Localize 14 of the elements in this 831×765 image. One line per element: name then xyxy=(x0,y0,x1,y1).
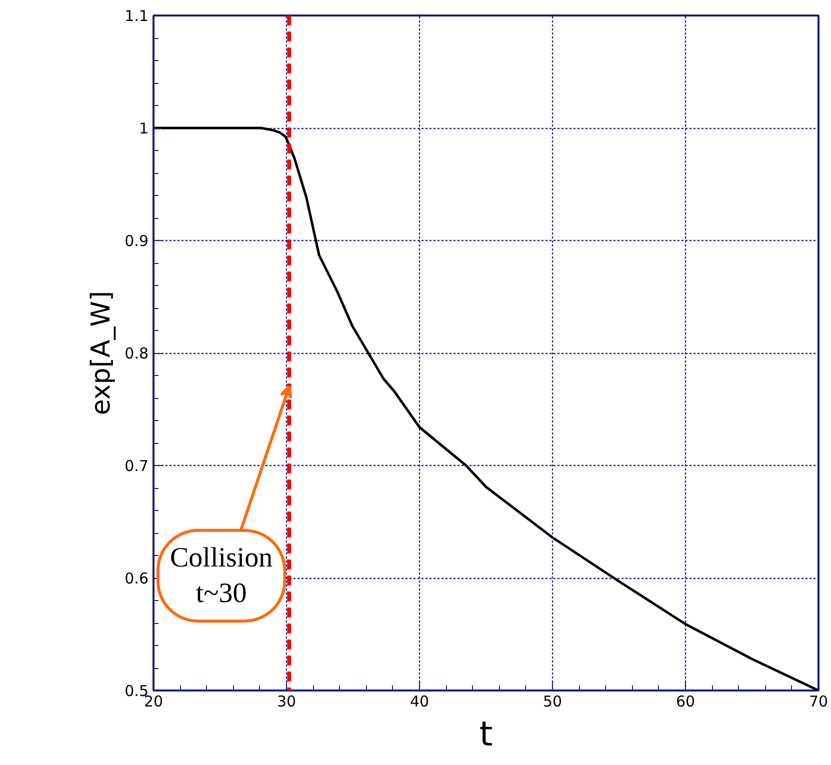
x-tick-label: 60 xyxy=(676,692,696,710)
y-tick-label: 1.1 xyxy=(124,7,149,25)
x-tick-label: 70 xyxy=(808,692,828,710)
annotation: Collision t~30 xyxy=(170,542,273,610)
y-tick-label: 0.7 xyxy=(124,457,149,475)
x-tick-label: 40 xyxy=(410,692,430,710)
x-axis-title: t xyxy=(479,714,493,754)
x-tick-label: 30 xyxy=(276,692,296,710)
y-tick-label: 0.6 xyxy=(124,570,149,588)
y-tick-label: 0.8 xyxy=(124,344,149,362)
y-tick-label: 0.9 xyxy=(124,232,149,250)
y-tick-label: 1 xyxy=(138,120,149,138)
x-tick-label: 50 xyxy=(542,692,562,710)
y-axis-title: exp[A_W] xyxy=(86,290,117,416)
